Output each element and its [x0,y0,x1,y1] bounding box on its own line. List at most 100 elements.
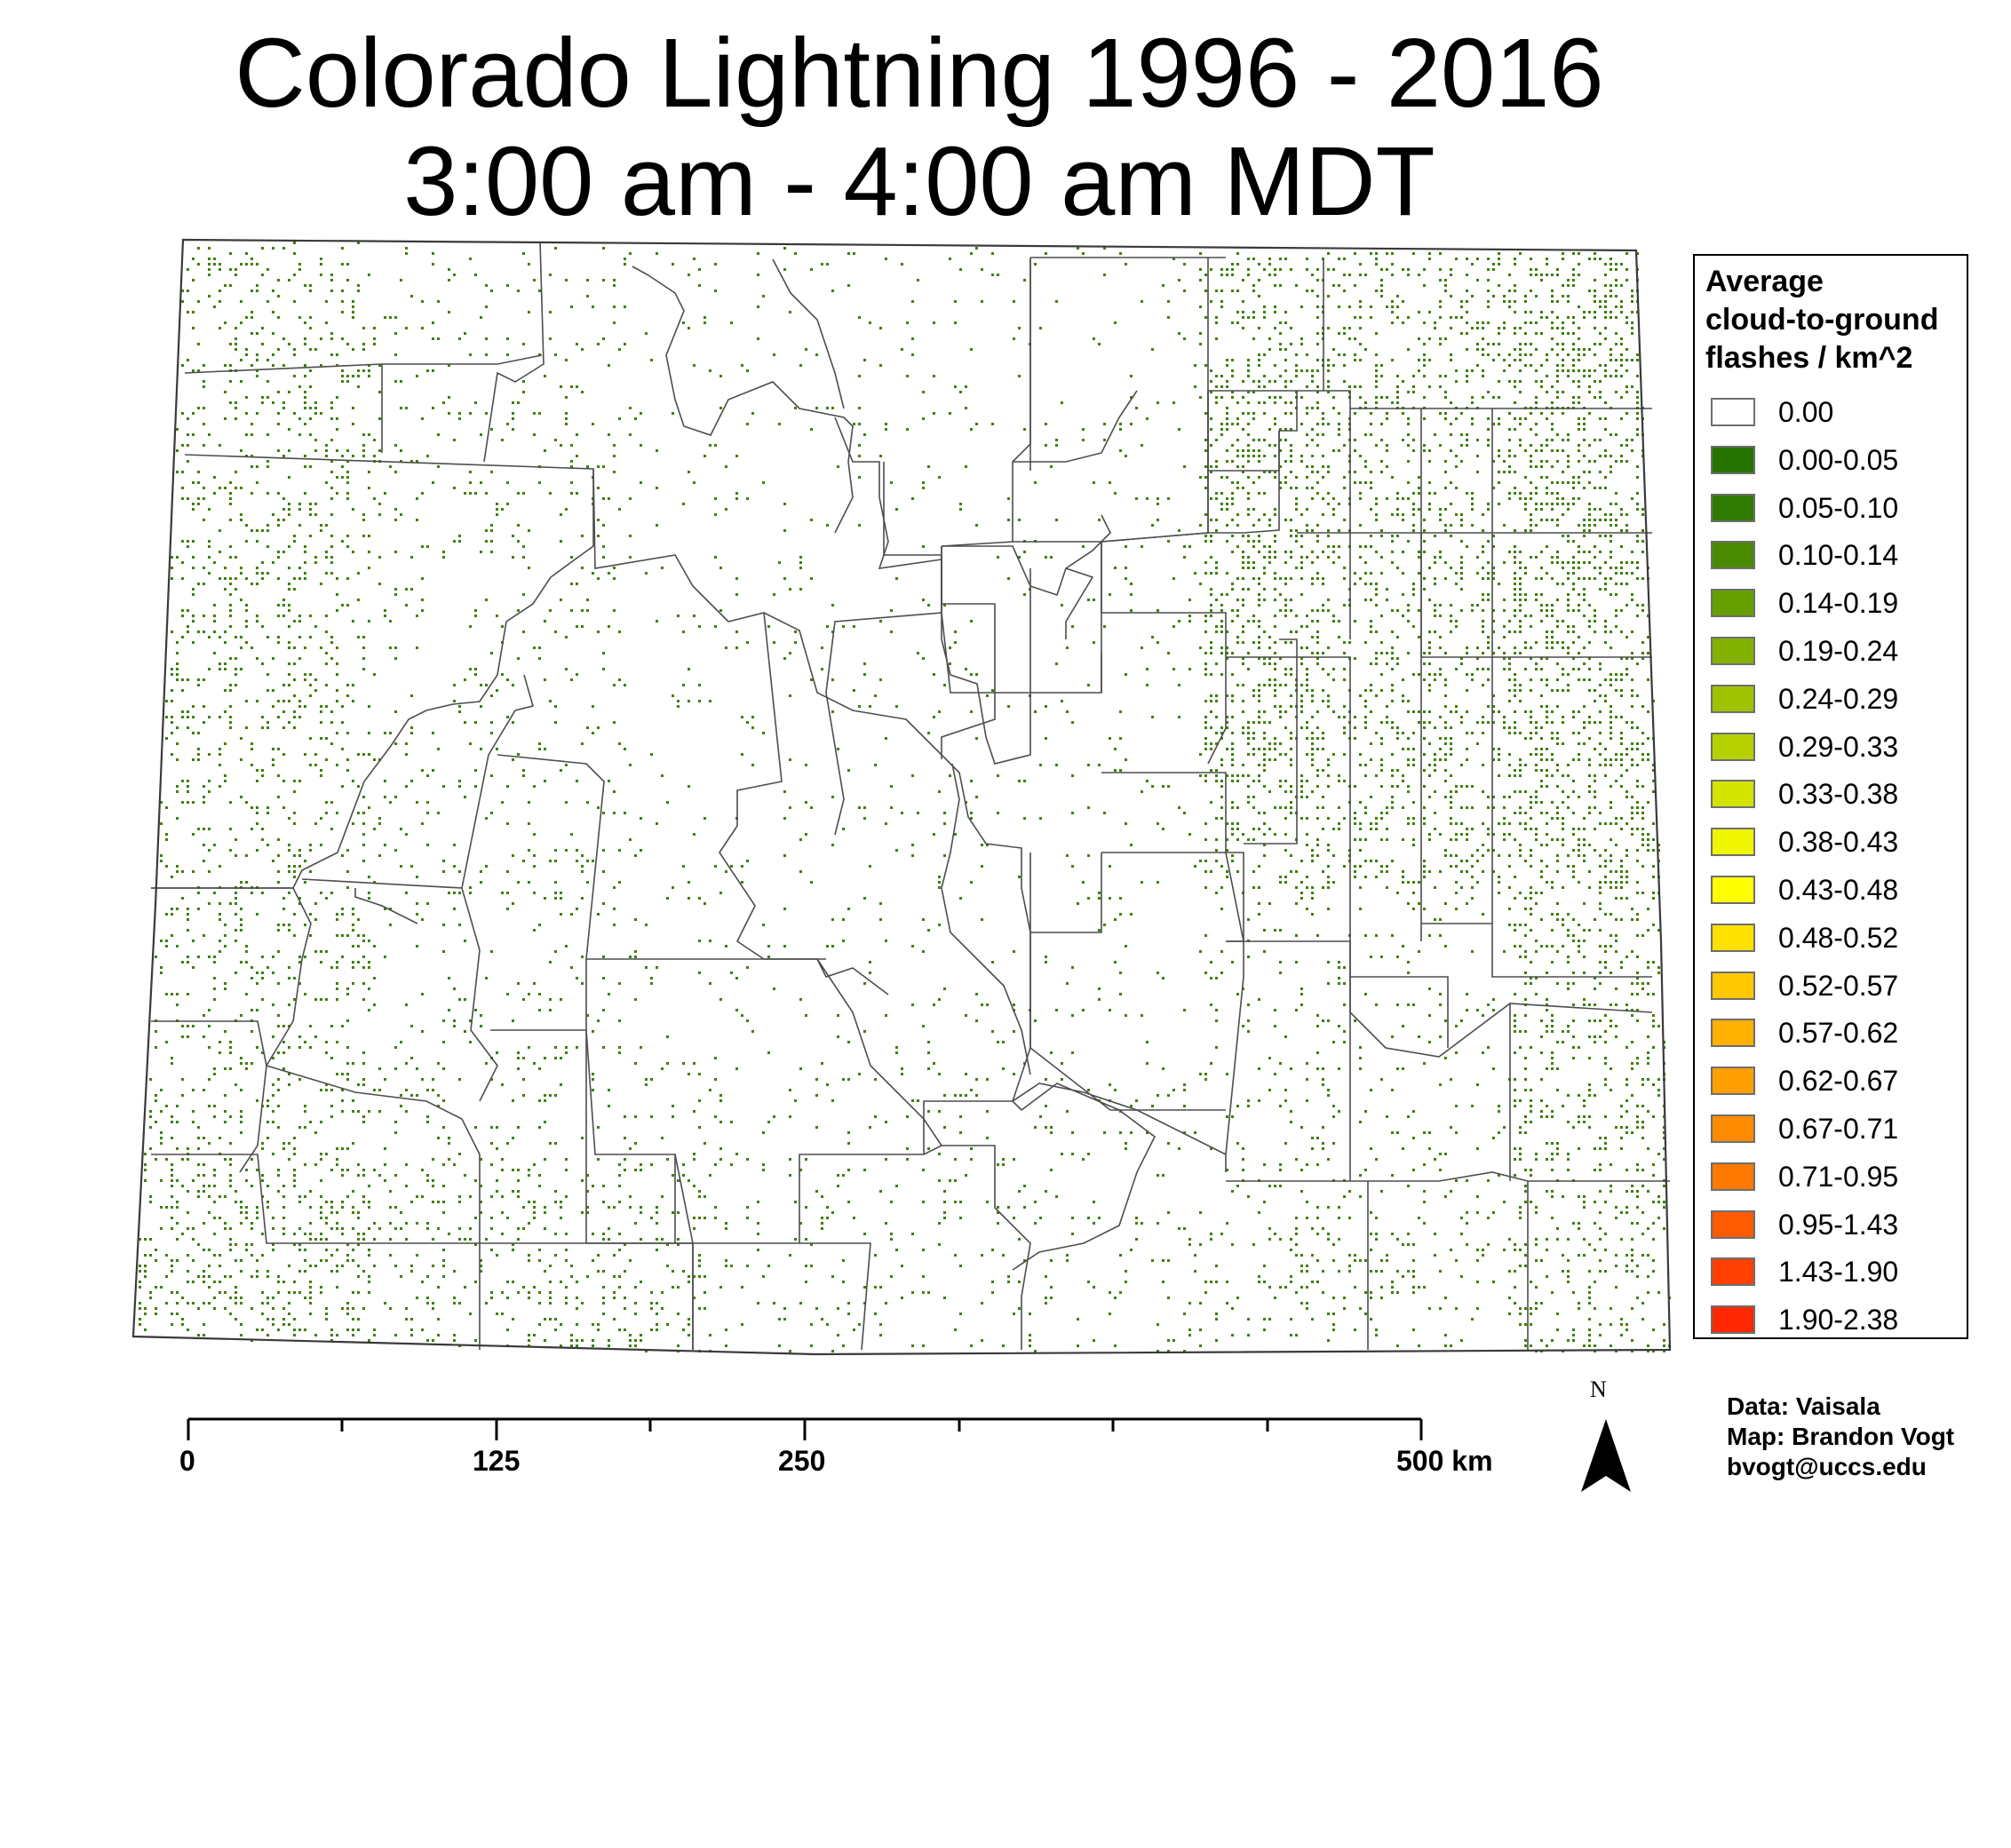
flash-dot [1514,694,1516,697]
flash-dot [1023,593,1026,596]
flash-dot [1247,359,1250,361]
flash-dot [330,828,333,830]
flash-dot [1402,732,1404,734]
flash-dot [1530,556,1532,559]
flash-dot [1204,439,1207,441]
flash-dot [890,806,893,809]
flash-dot [1402,513,1404,516]
flash-dot [917,279,919,282]
flash-dot [1562,535,1564,537]
flash-dot [266,636,269,638]
flash-dot [1316,492,1319,495]
flash-dot [384,316,386,319]
flash-dot [677,705,680,708]
flash-dot [1327,876,1330,878]
flash-dot [1610,854,1612,857]
flash-dot [624,258,626,260]
flash-dot [192,327,195,329]
flash-dot [1567,854,1570,857]
flash-dot [1295,375,1298,377]
flash-dot [330,289,333,292]
flash-dot [1407,652,1410,654]
flash-dot [490,721,493,724]
flash-dot [1588,481,1591,484]
flash-dot [1428,503,1431,505]
flash-dot [1327,609,1330,612]
flash-dot [213,604,216,607]
flash-dot [1284,673,1287,676]
flash-dot [1311,652,1314,654]
flash-dot [858,524,861,527]
flash-dot [1631,689,1633,692]
flash-dot [1498,332,1500,335]
flash-dot [1290,609,1292,612]
flash-dot [1625,460,1628,463]
flash-dot [1439,646,1442,649]
flash-dot [1503,561,1506,564]
flash-dot [219,913,221,916]
flash-dot [522,391,525,393]
flash-dot [1530,721,1532,724]
flash-dot [1620,545,1623,548]
flash-dot [234,636,237,638]
flash-dot [1530,268,1532,271]
flash-dot [309,684,312,686]
flash-dot [1423,822,1426,825]
flash-dot [1530,492,1532,495]
flash-dot [805,764,807,766]
flash-dot [1061,401,1063,404]
flash-dot [416,876,418,878]
flash-dot [160,854,163,857]
flash-dot [234,673,237,676]
flash-dot [1300,513,1303,516]
flash-dot [1236,806,1239,809]
flash-dot [1364,460,1367,463]
flash-dot [1460,785,1463,788]
flash-dot [1215,860,1218,862]
flash-dot [1210,471,1212,473]
flash-dot [1327,785,1330,788]
flash-dot [176,865,179,868]
flash-dot [405,247,408,250]
flash-dot [1530,364,1532,367]
flash-dot [368,375,370,377]
flash-dot [1572,732,1575,734]
flash-dot [1210,769,1212,772]
flash-dot [234,588,237,591]
flash-dot [1567,577,1570,580]
flash-dot [1284,668,1287,670]
flash-dot [1466,748,1468,750]
flash-dot [1375,332,1378,335]
flash-dot [1530,929,1532,932]
flash-dot [554,721,557,724]
flash-dot [570,305,573,308]
flash-dot [1594,806,1596,809]
flash-dot [1482,764,1484,766]
flash-dot [1535,321,1538,324]
flash-dot [933,716,935,718]
flash-dot [1647,652,1649,654]
flash-dot [533,279,536,282]
flash-dot [746,423,749,425]
flash-dot [1514,721,1516,724]
flash-dot [288,684,290,686]
flash-dot [1114,748,1117,750]
flash-dot [1263,684,1266,686]
flash-dot [1524,897,1527,900]
flash-dot [1460,540,1463,543]
flash-dot [1455,369,1458,372]
flash-dot [1498,455,1500,457]
flash-dot [1348,641,1351,644]
flash-dot [959,897,962,900]
flash-dot [192,433,195,436]
flash-dot [474,274,477,276]
flash-dot [1210,268,1212,271]
flash-dot [1172,577,1175,580]
flash-dot [1375,519,1378,521]
flash-dot [1482,551,1484,553]
flash-dot [1268,444,1271,447]
flash-dot [1359,694,1362,697]
flash-dot [602,870,605,873]
flash-dot [1460,524,1463,527]
flash-dot [234,274,237,276]
